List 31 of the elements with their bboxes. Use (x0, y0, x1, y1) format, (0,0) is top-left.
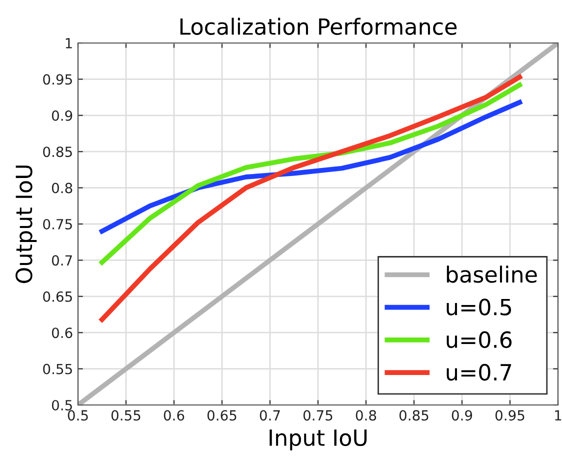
y-tick-label: 0.75 (43, 218, 72, 230)
y-tick-label: 0.65 (43, 291, 72, 302)
y-tick-label: 0.6 (52, 328, 72, 338)
y-tick-label: 0.55 (43, 364, 72, 374)
x-tick-label: 0.9 (452, 410, 472, 421)
y-tick-label: 0.85 (43, 146, 72, 158)
x-tick-label: 0.75 (303, 410, 332, 421)
x-tick-label: 0.5 (68, 410, 88, 421)
line-series (100, 82, 522, 265)
x-axis-title: Input IoU (270, 430, 367, 450)
x-tick-label: 0.55 (111, 410, 140, 421)
chart-title: Localization Performance (180, 18, 457, 35)
x-tick-label: 1 (555, 410, 562, 420)
y-tick-label: 0.8 (52, 182, 72, 194)
x-tick-label: 0.85 (399, 410, 428, 421)
y-tick-label: 0.9 (52, 110, 72, 121)
y-tick-label: 0.7 (52, 255, 72, 266)
x-tick-label: 0.7 (260, 410, 280, 421)
y-tick-label: 0.95 (43, 74, 72, 85)
legend-label: u=0.6 (446, 331, 512, 348)
x-tick-label: 0.8 (356, 410, 376, 421)
y-tick-label: 1 (66, 38, 72, 48)
y-tick-label: 0.5 (52, 400, 72, 410)
legend-label: u=0.5 (446, 298, 512, 316)
legend-label: u=0.7 (446, 364, 512, 381)
x-tick-label: 0.6 (164, 410, 184, 421)
x-tick-label: 0.65 (207, 410, 236, 421)
y-axis-title: Output IoU (16, 166, 37, 284)
legend-label: baseline (446, 266, 537, 283)
x-tick-label: 0.95 (495, 410, 524, 421)
line-series (100, 100, 522, 234)
